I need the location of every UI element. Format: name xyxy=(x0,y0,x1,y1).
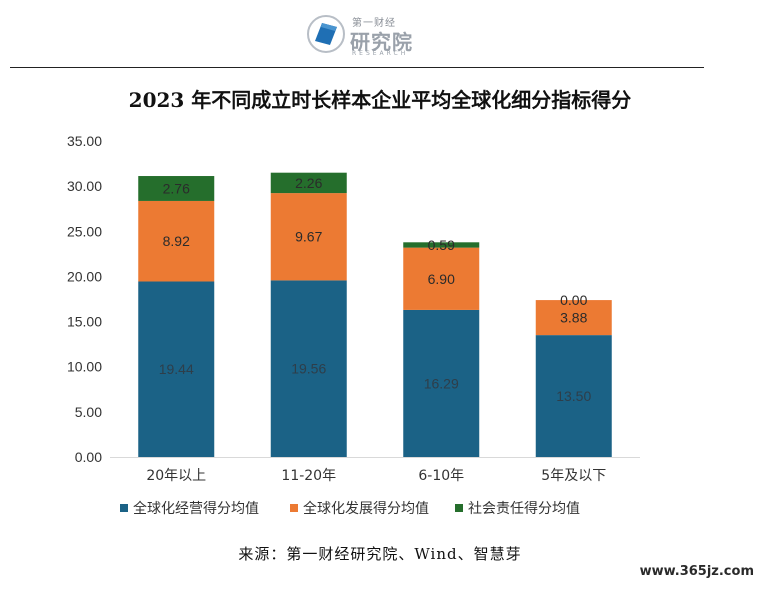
legend-label: 全球化经营得分均值 xyxy=(133,500,259,517)
data-label: 13.50 xyxy=(556,388,591,404)
legend-swatch xyxy=(290,504,298,512)
y-tick-label: 0.00 xyxy=(75,449,102,465)
y-tick-label: 15.00 xyxy=(67,314,102,330)
x-tick-label: 11-20年 xyxy=(281,468,336,484)
x-tick-label: 20年以上 xyxy=(146,468,206,484)
bar-segment xyxy=(138,200,215,282)
bar-segment xyxy=(270,280,347,457)
chart-title: 2023 年不同成立时长样本企业平均全球化细分指标得分 xyxy=(128,88,632,112)
y-tick-label: 5.00 xyxy=(75,404,102,420)
bar-segment xyxy=(138,281,215,457)
bar-segment xyxy=(270,193,347,281)
data-label: 8.92 xyxy=(163,233,190,249)
watermark: www.365jz.com xyxy=(639,564,754,579)
x-tick-label: 6-10年 xyxy=(418,468,464,484)
data-label: 3.88 xyxy=(560,310,587,326)
legend-label: 全球化发展得分均值 xyxy=(303,500,429,517)
x-tick-label: 5年及以下 xyxy=(541,468,606,484)
data-label: 2.26 xyxy=(295,175,322,191)
data-label: 0.00 xyxy=(560,292,587,308)
bar-segment xyxy=(403,247,480,310)
logo-english-text: RESEARCH xyxy=(352,50,409,57)
data-label: 9.67 xyxy=(295,229,322,245)
source-note: 来源：第一财经研究院、Wind、智慧芽 xyxy=(238,545,522,563)
data-label: 2.76 xyxy=(163,180,190,196)
bar-segment xyxy=(535,335,612,457)
data-label: 16.29 xyxy=(424,375,459,391)
logo: 第一财经 研究院 RESEARCH xyxy=(306,8,426,58)
data-label: 0.59 xyxy=(428,237,455,253)
y-tick-label: 35.00 xyxy=(67,133,102,149)
y-tick-label: 20.00 xyxy=(67,268,102,284)
data-label: 6.90 xyxy=(428,271,455,287)
header-divider xyxy=(10,67,704,68)
data-label: 19.44 xyxy=(159,361,194,377)
data-label: 19.56 xyxy=(291,361,326,377)
bar-segment xyxy=(270,172,347,194)
logo-big-text: 研究院 xyxy=(350,30,413,54)
bar-segment xyxy=(535,300,612,336)
legend-swatch xyxy=(120,504,128,512)
legend-swatch xyxy=(455,504,463,512)
bar-segment xyxy=(138,176,215,201)
legend-label: 社会责任得分均值 xyxy=(468,500,580,517)
logo-small-text: 第一财经 xyxy=(352,18,396,29)
y-tick-label: 25.00 xyxy=(67,223,102,239)
bar-segment xyxy=(403,242,480,248)
bar-segment xyxy=(403,309,480,457)
y-tick-label: 30.00 xyxy=(67,178,102,194)
logo-book-icon xyxy=(307,15,345,53)
y-tick-label: 10.00 xyxy=(67,359,102,375)
